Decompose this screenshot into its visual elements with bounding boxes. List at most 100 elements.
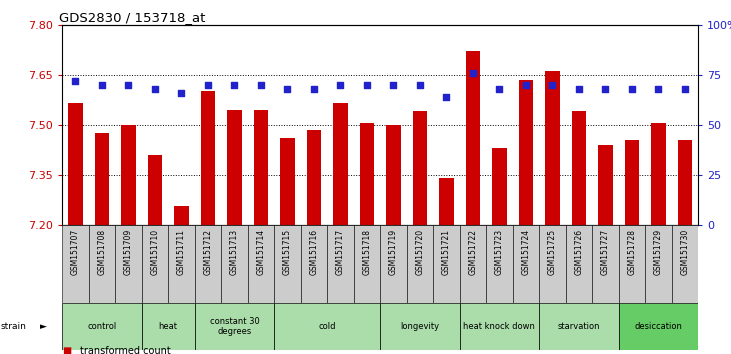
Point bbox=[547, 82, 558, 87]
Bar bbox=[280, 138, 295, 225]
Bar bbox=[115, 225, 142, 303]
Bar bbox=[62, 225, 88, 303]
Bar bbox=[142, 303, 194, 350]
Text: ■: ■ bbox=[62, 346, 72, 354]
Bar bbox=[572, 112, 586, 225]
Text: GSM151721: GSM151721 bbox=[442, 229, 451, 275]
Text: GSM151726: GSM151726 bbox=[575, 229, 583, 275]
Bar bbox=[624, 140, 639, 225]
Point bbox=[335, 82, 346, 87]
Text: GSM151727: GSM151727 bbox=[601, 229, 610, 275]
Text: GSM151722: GSM151722 bbox=[469, 229, 477, 275]
Bar bbox=[433, 225, 460, 303]
Bar bbox=[62, 303, 142, 350]
Bar bbox=[678, 140, 692, 225]
Text: heat knock down: heat knock down bbox=[463, 322, 535, 331]
Point bbox=[361, 82, 373, 87]
Text: GDS2830 / 153718_at: GDS2830 / 153718_at bbox=[59, 11, 205, 24]
Point bbox=[493, 86, 505, 92]
Bar bbox=[466, 51, 480, 225]
Bar bbox=[227, 110, 242, 225]
Bar bbox=[539, 225, 566, 303]
Text: GSM151720: GSM151720 bbox=[415, 229, 425, 275]
Point bbox=[281, 86, 293, 92]
Text: control: control bbox=[87, 322, 116, 331]
Bar bbox=[592, 225, 618, 303]
Bar bbox=[380, 225, 406, 303]
Bar bbox=[460, 225, 486, 303]
Text: ►: ► bbox=[40, 322, 47, 331]
Bar bbox=[274, 303, 380, 350]
Point bbox=[467, 70, 479, 76]
Text: GSM151724: GSM151724 bbox=[521, 229, 531, 275]
Bar bbox=[248, 225, 274, 303]
Text: GSM151711: GSM151711 bbox=[177, 229, 186, 275]
Text: GSM151730: GSM151730 bbox=[681, 229, 689, 275]
Text: GSM151710: GSM151710 bbox=[151, 229, 159, 275]
Text: GSM151713: GSM151713 bbox=[230, 229, 239, 275]
Point bbox=[202, 82, 213, 87]
Text: cold: cold bbox=[319, 322, 336, 331]
Text: GSM151712: GSM151712 bbox=[203, 229, 213, 275]
Bar bbox=[406, 225, 433, 303]
Bar bbox=[194, 303, 274, 350]
Bar bbox=[354, 225, 380, 303]
Bar bbox=[545, 72, 560, 225]
Bar bbox=[327, 225, 354, 303]
Bar bbox=[94, 133, 109, 225]
Point bbox=[653, 86, 664, 92]
Point bbox=[175, 90, 187, 96]
Text: GSM151728: GSM151728 bbox=[627, 229, 637, 275]
Point bbox=[387, 82, 399, 87]
Bar bbox=[618, 225, 645, 303]
Bar bbox=[380, 303, 460, 350]
Text: GSM151717: GSM151717 bbox=[336, 229, 345, 275]
Text: GSM151716: GSM151716 bbox=[309, 229, 319, 275]
Bar bbox=[221, 225, 248, 303]
Point bbox=[414, 82, 425, 87]
Text: GSM151708: GSM151708 bbox=[97, 229, 107, 275]
Bar bbox=[300, 225, 327, 303]
Bar bbox=[168, 225, 194, 303]
Bar bbox=[672, 225, 698, 303]
Bar bbox=[492, 148, 507, 225]
Point bbox=[69, 78, 81, 84]
Bar bbox=[88, 225, 115, 303]
Text: strain: strain bbox=[1, 322, 26, 331]
Text: desiccation: desiccation bbox=[635, 322, 682, 331]
Bar bbox=[566, 225, 592, 303]
Bar bbox=[512, 225, 539, 303]
Bar bbox=[121, 125, 136, 225]
Point bbox=[520, 82, 531, 87]
Text: GSM151715: GSM151715 bbox=[283, 229, 292, 275]
Text: GSM151719: GSM151719 bbox=[389, 229, 398, 275]
Text: GSM151718: GSM151718 bbox=[363, 229, 371, 275]
Bar bbox=[518, 80, 533, 225]
Point bbox=[308, 86, 319, 92]
Bar bbox=[274, 225, 300, 303]
Bar bbox=[333, 103, 348, 225]
Text: GSM151709: GSM151709 bbox=[124, 229, 133, 275]
Bar bbox=[360, 123, 374, 225]
Bar bbox=[254, 110, 268, 225]
Text: heat: heat bbox=[159, 322, 178, 331]
Bar bbox=[68, 103, 83, 225]
Point bbox=[255, 82, 267, 87]
Text: constant 30
degrees: constant 30 degrees bbox=[210, 317, 260, 336]
Text: GSM151714: GSM151714 bbox=[257, 229, 265, 275]
Bar bbox=[142, 225, 168, 303]
Bar bbox=[174, 206, 189, 225]
Bar bbox=[460, 303, 539, 350]
Bar bbox=[200, 91, 215, 225]
Bar bbox=[439, 178, 454, 225]
Point bbox=[229, 82, 240, 87]
Bar bbox=[148, 155, 162, 225]
Point bbox=[96, 82, 107, 87]
Bar bbox=[618, 303, 698, 350]
Text: GSM151707: GSM151707 bbox=[71, 229, 80, 275]
Text: transformed count: transformed count bbox=[80, 346, 171, 354]
Bar bbox=[306, 130, 321, 225]
Bar bbox=[194, 225, 221, 303]
Point bbox=[599, 86, 611, 92]
Text: GSM151723: GSM151723 bbox=[495, 229, 504, 275]
